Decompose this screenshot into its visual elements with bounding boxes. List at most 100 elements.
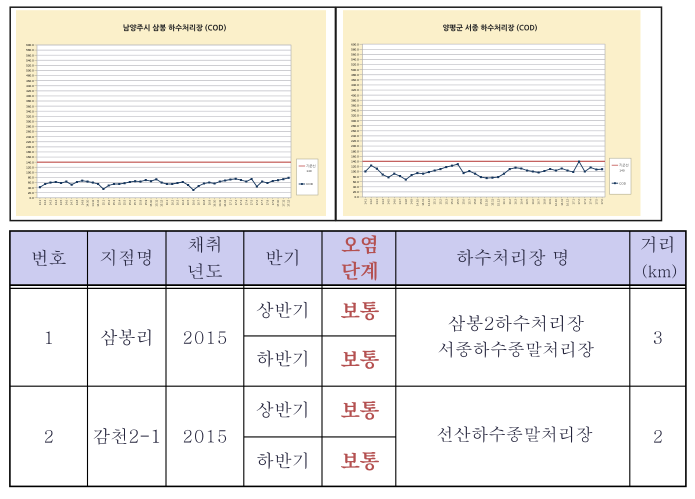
svg-text:460.0: 460.0	[26, 79, 34, 83]
svg-text:14.12: 14.12	[427, 199, 431, 206]
svg-text:14.5: 14.5	[387, 199, 391, 205]
svg-text:17.4: 17.4	[244, 199, 248, 205]
svg-text:260.0: 260.0	[351, 129, 359, 133]
svg-text:15.8: 15.8	[473, 199, 477, 205]
svg-text:480.0: 480.0	[351, 73, 359, 77]
svg-text:16.8: 16.8	[542, 199, 546, 205]
svg-text:0.0: 0.0	[355, 195, 360, 199]
svg-text:480.0: 480.0	[26, 74, 34, 78]
svg-text:15.9: 15.9	[479, 199, 483, 205]
svg-text:340.0: 340.0	[26, 109, 34, 113]
svg-text:15.2: 15.2	[107, 199, 111, 205]
svg-text:15.4: 15.4	[117, 199, 121, 205]
svg-text:14.8: 14.8	[404, 199, 408, 205]
svg-text:14.9: 14.9	[410, 199, 414, 205]
svg-text:420.0: 420.0	[351, 88, 359, 92]
svg-text:80.0: 80.0	[28, 176, 34, 180]
svg-text:16.9: 16.9	[548, 199, 552, 205]
svg-text:14.6: 14.6	[392, 199, 396, 205]
svg-text:17.9: 17.9	[271, 199, 275, 205]
svg-text:14.3: 14.3	[375, 199, 379, 205]
svg-text:160.0: 160.0	[26, 155, 34, 159]
svg-text:16.11: 16.11	[560, 199, 564, 206]
svg-text:16.11: 16.11	[218, 199, 222, 206]
svg-text:16.2: 16.2	[508, 199, 512, 205]
svg-text:14.7: 14.7	[70, 199, 74, 205]
svg-text:300.0: 300.0	[26, 120, 34, 124]
svg-text:15.1: 15.1	[433, 199, 437, 205]
svg-text:16.4: 16.4	[519, 199, 523, 205]
svg-text:400.0: 400.0	[351, 93, 359, 97]
svg-text:500.0: 500.0	[351, 68, 359, 72]
svg-text:14.4: 14.4	[54, 199, 58, 205]
svg-text:140: 140	[306, 169, 311, 173]
svg-text:15.11: 15.11	[154, 199, 158, 206]
svg-text:17.10: 17.10	[276, 199, 280, 206]
svg-text:15.9: 15.9	[144, 199, 148, 205]
svg-text:16.8: 16.8	[202, 199, 206, 205]
svg-text:60.0: 60.0	[353, 180, 359, 184]
svg-text:16.12: 16.12	[566, 199, 570, 206]
svg-text:15.7: 15.7	[133, 199, 137, 205]
svg-text:17.6: 17.6	[255, 199, 259, 205]
svg-text:540.0: 540.0	[26, 58, 34, 62]
svg-text:0.0: 0.0	[30, 196, 35, 200]
svg-text:20.0: 20.0	[353, 190, 359, 194]
svg-text:14.2: 14.2	[369, 199, 373, 205]
svg-text:15.5: 15.5	[123, 199, 127, 205]
svg-text:14.11: 14.11	[421, 199, 425, 206]
svg-text:140: 140	[619, 168, 624, 172]
svg-text:14.1: 14.1	[363, 199, 367, 205]
svg-text:17.12: 17.12	[287, 199, 291, 206]
svg-text:240.0: 240.0	[26, 135, 34, 139]
svg-text:14.3: 14.3	[49, 199, 53, 205]
svg-text:16.6: 16.6	[531, 199, 535, 205]
svg-text:15.12: 15.12	[160, 199, 164, 206]
svg-text:14.4: 14.4	[381, 199, 385, 205]
svg-text:14.6: 14.6	[64, 199, 68, 205]
svg-text:16.4: 16.4	[181, 199, 185, 205]
svg-text:580.0: 580.0	[26, 48, 34, 52]
svg-text:15.8: 15.8	[139, 199, 143, 205]
svg-text:15.11: 15.11	[490, 199, 494, 206]
svg-text:580.0: 580.0	[351, 47, 359, 51]
svg-text:15.10: 15.10	[149, 199, 153, 206]
svg-text:15.4: 15.4	[450, 199, 454, 205]
svg-text:120.0: 120.0	[351, 165, 359, 169]
svg-text:17.2: 17.2	[577, 199, 581, 205]
svg-text:240.0: 240.0	[351, 134, 359, 138]
svg-text:60.0: 60.0	[28, 181, 34, 185]
svg-text:14.10: 14.10	[86, 199, 90, 206]
svg-text:16.1: 16.1	[502, 199, 506, 205]
svg-text:220.0: 220.0	[351, 139, 359, 143]
svg-text:15.3: 15.3	[112, 199, 116, 205]
svg-text:14.12: 14.12	[96, 199, 100, 206]
svg-text:14.11: 14.11	[91, 199, 95, 206]
svg-text:440.0: 440.0	[26, 84, 34, 88]
svg-text:360.0: 360.0	[351, 103, 359, 107]
svg-text:100.0: 100.0	[26, 170, 34, 174]
svg-text:300.0: 300.0	[351, 119, 359, 123]
svg-text:15.5: 15.5	[456, 199, 460, 205]
svg-text:16.9: 16.9	[207, 199, 211, 205]
svg-text:280.0: 280.0	[351, 124, 359, 128]
svg-text:540.0: 540.0	[351, 58, 359, 62]
svg-text:17.5: 17.5	[250, 199, 254, 205]
svg-text:14.2: 14.2	[43, 199, 47, 205]
svg-text:17.1: 17.1	[228, 199, 232, 205]
svg-text:16.7: 16.7	[537, 199, 541, 205]
svg-text:16.6: 16.6	[191, 199, 195, 205]
svg-text:520.0: 520.0	[351, 63, 359, 67]
svg-text:17.6: 17.6	[600, 199, 604, 205]
svg-text:17.11: 17.11	[281, 199, 285, 206]
svg-text:500.0: 500.0	[26, 69, 34, 73]
svg-text:16.10: 16.10	[554, 199, 558, 206]
svg-text:360.0: 360.0	[26, 104, 34, 108]
svg-text:120.0: 120.0	[26, 165, 34, 169]
svg-text:14.5: 14.5	[59, 199, 63, 205]
svg-text:520.0: 520.0	[26, 64, 34, 68]
svg-text:16.5: 16.5	[525, 199, 529, 205]
svg-text:17.2: 17.2	[234, 199, 238, 205]
svg-text:16.12: 16.12	[223, 199, 227, 206]
svg-text:COD: COD	[306, 182, 314, 186]
